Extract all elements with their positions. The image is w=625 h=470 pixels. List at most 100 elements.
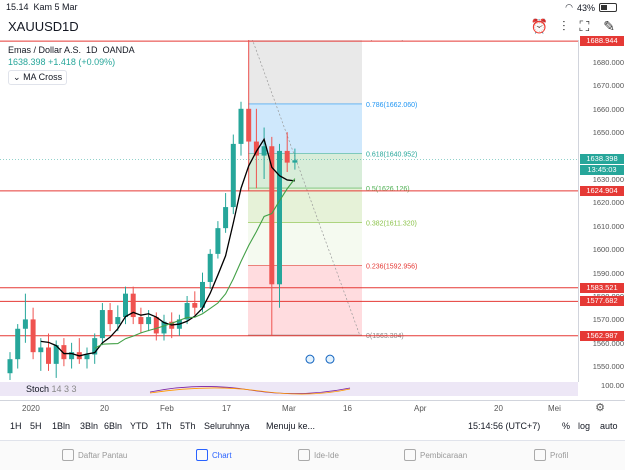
nav-watchlist[interactable]: Daftar Pantau	[62, 449, 127, 461]
fib-level-label: 0.618(1640.952)	[366, 151, 417, 158]
candle-body	[269, 146, 275, 285]
candle-body	[253, 141, 259, 156]
nav-chats[interactable]: Pembicaraan	[404, 449, 467, 461]
interval-button[interactable]: Seluruhnya	[204, 421, 250, 431]
interval-button[interactable]: YTD	[130, 421, 148, 431]
candle-body	[107, 310, 113, 325]
candle-body	[207, 253, 213, 282]
fib-zone	[248, 265, 362, 336]
nav-profile[interactable]: Profil	[534, 449, 568, 461]
candle-body	[238, 108, 244, 144]
chart-legend-title: Emas / Dollar A.S. 1D OANDA	[8, 45, 135, 55]
time-axis-label: Apr	[414, 404, 427, 413]
interval-button[interactable]: 6Bln	[104, 421, 123, 431]
price-scale-label: 1570.000	[592, 315, 624, 325]
candle-body	[192, 303, 198, 308]
fib-level-label: 0.382(1611.320)	[366, 221, 417, 228]
price-scale[interactable]: 1680.0001670.0001660.0001650.0001640.000…	[578, 40, 625, 390]
candle-body	[46, 347, 51, 364]
battery-icon	[599, 3, 617, 12]
nav-chart[interactable]: Chart	[196, 449, 232, 461]
ma-cross-indicator-button[interactable]: ⌄ MA Cross	[8, 70, 68, 85]
stoch-d-line	[149, 387, 351, 395]
price-scale-label: 1550.000	[592, 362, 624, 372]
time-axis-label: 17	[222, 404, 231, 413]
candle-body	[15, 328, 21, 360]
interval-button[interactable]: Menuju ke...	[266, 421, 316, 431]
indicators-icon[interactable]: ⫶	[561, 18, 566, 34]
nav-ideas[interactable]: Ide-Ide	[298, 449, 339, 461]
time-axis-label: Mar	[282, 404, 296, 413]
candle-body	[215, 228, 221, 254]
candle-body	[153, 317, 159, 334]
price-chart[interactable]: 1(1690.940)0.786(1662.060)0.618(1640.952…	[0, 40, 578, 380]
time-axis[interactable]: ⚙ 2020 20 Feb 17 Mar 16 Apr 20 Mei	[0, 400, 625, 415]
price-scale-label: 1610.000	[592, 221, 624, 231]
candle-body	[22, 319, 28, 329]
fib-zone	[248, 103, 362, 154]
price-scale-label: 1630.000	[592, 175, 624, 184]
interval-button[interactable]: 1Th	[156, 421, 172, 431]
list-icon	[62, 449, 74, 461]
fib-level-label: 0.786(1662.060)	[366, 102, 417, 109]
time-axis-label: 16	[343, 404, 352, 413]
status-time-date: 15.14 Kam 5 Mar	[6, 2, 78, 12]
fib-zone	[248, 153, 362, 189]
price-badge: 1624.904	[580, 185, 624, 196]
battery-percent: 43%	[576, 2, 595, 13]
interval-button[interactable]: 3Bln	[80, 421, 99, 431]
percent-toggle[interactable]: %	[562, 421, 571, 431]
price-badge: 1688.944	[580, 36, 624, 47]
symbol-button[interactable]: XAUUSD	[8, 19, 63, 34]
candle-body	[277, 150, 282, 285]
price-scale-label: 1600.000	[592, 245, 624, 255]
time-axis-label: Feb	[160, 404, 174, 413]
price-badge: 1638.398	[580, 154, 624, 165]
candle-body	[223, 207, 229, 229]
utc-clock[interactable]: 15:14:56 (UTC+7)	[468, 421, 541, 431]
chat-icon	[404, 449, 416, 461]
stoch-pane[interactable]	[0, 380, 578, 398]
candle-body	[138, 317, 144, 325]
interval-button[interactable]: 5Th	[180, 421, 196, 431]
candle-body	[230, 143, 236, 208]
price-badge: 1577.682	[580, 296, 624, 307]
auto-toggle[interactable]: auto	[600, 421, 618, 431]
fib-zone	[248, 188, 362, 223]
interval-button[interactable]: 1Bln	[52, 421, 71, 431]
status-bar: 15.14 Kam 5 Mar ◠ 43%	[0, 0, 625, 14]
fib-level-label: 0.236(1592.956)	[366, 264, 417, 271]
wifi-icon: ◠	[565, 2, 573, 12]
alarm-clock-icon[interactable]: ⏰	[530, 18, 548, 34]
price-scale-label: 1560.000	[592, 338, 624, 348]
candle-body	[161, 321, 167, 334]
interval-button[interactable]: 1H	[10, 421, 22, 431]
interval-button[interactable]: 5H	[30, 421, 42, 431]
settings-icon[interactable]: ⚙	[595, 402, 605, 414]
drawing-icon[interactable]: ✎	[603, 18, 615, 34]
price-scale-label: 1620.000	[592, 198, 624, 208]
price-scale-label: 100.00	[601, 381, 624, 390]
candle-body	[115, 317, 121, 325]
fullscreen-icon[interactable]: ⛶	[579, 18, 590, 34]
stoch-label: Stoch 14 3 3	[26, 384, 77, 394]
candle-body	[146, 317, 152, 325]
event-flag-icon	[305, 354, 315, 364]
candle-body	[246, 108, 252, 142]
profile-icon	[534, 449, 546, 461]
candle-body	[38, 347, 44, 353]
log-toggle[interactable]: log	[578, 421, 591, 431]
range-bar: 15:14:56 (UTC+7) % log auto 1H 5H 1Bln 3Bln…	[0, 419, 625, 435]
price-badge: 1562.987	[580, 330, 624, 341]
price-badge: 1583.521	[580, 282, 624, 293]
candle-body	[261, 146, 267, 156]
status-right: ◠ 43%	[565, 2, 617, 13]
price-scale-label: 1670.000	[592, 81, 624, 91]
candle-body	[99, 310, 105, 339]
price-scale-label: 1590.000	[592, 268, 624, 278]
chart-icon	[196, 449, 208, 461]
price-scale-label: 1650.000	[592, 128, 624, 138]
chart-legend-price: 1638.398 +1.418 (+0.09%)	[8, 57, 116, 67]
candle-body	[92, 338, 98, 355]
interval-button[interactable]: 1D	[62, 19, 79, 34]
